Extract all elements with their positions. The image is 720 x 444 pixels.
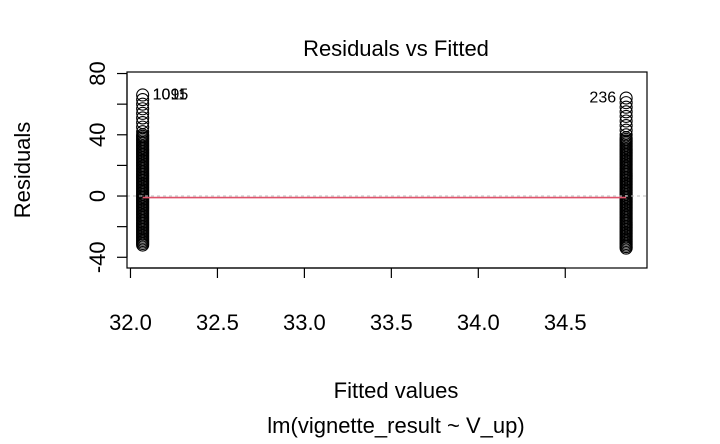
y-axis-label: Residuals <box>10 122 35 219</box>
residual-point <box>619 109 633 123</box>
x-axis-label: Fitted values <box>334 378 459 403</box>
residual-point <box>136 97 150 111</box>
x-tick-label: 34.5 <box>544 310 587 335</box>
x-tick-label: 33.5 <box>370 310 413 335</box>
y-tick-label: 0 <box>85 190 110 202</box>
residual-point <box>136 120 150 134</box>
outlier-label: 236 <box>589 90 616 107</box>
points-layer <box>136 88 633 255</box>
outlier-label: 1095 <box>153 86 189 103</box>
residual-point <box>136 115 150 130</box>
residual-point <box>619 114 633 128</box>
y-tick-label: -40 <box>85 241 110 273</box>
residual-point <box>136 125 150 139</box>
y-tick-label: 40 <box>85 123 110 147</box>
x-tick-label: 34.0 <box>457 310 500 335</box>
y-axis: -40 0 40 80 <box>85 61 128 273</box>
y-tick-label: 80 <box>85 61 110 85</box>
plot-box <box>126 71 648 269</box>
residual-point <box>619 119 633 133</box>
x-tick-label: 33.0 <box>283 310 326 335</box>
x-tick-label: 32.0 <box>109 310 152 335</box>
chart-subtitle: lm(vignette_result ~ V_up) <box>267 413 524 438</box>
residual-point <box>136 111 150 125</box>
chart-title: Residuals vs Fitted <box>303 36 489 61</box>
residual-point <box>136 93 150 107</box>
residual-point <box>619 96 633 110</box>
residual-point <box>619 100 633 114</box>
outlier-label: 1011 <box>153 86 188 103</box>
lines-layer <box>127 195 647 199</box>
residual-point <box>619 128 633 142</box>
x-axis: 32.0 32.5 33.0 33.5 34.0 34.5 <box>109 267 587 335</box>
residual-point <box>619 105 633 119</box>
residual-point <box>136 106 150 120</box>
residual-point <box>136 102 150 116</box>
x-tick-label: 32.5 <box>196 310 239 335</box>
residual-point <box>619 91 633 105</box>
residual-point <box>136 88 150 102</box>
residual-point <box>619 123 633 137</box>
